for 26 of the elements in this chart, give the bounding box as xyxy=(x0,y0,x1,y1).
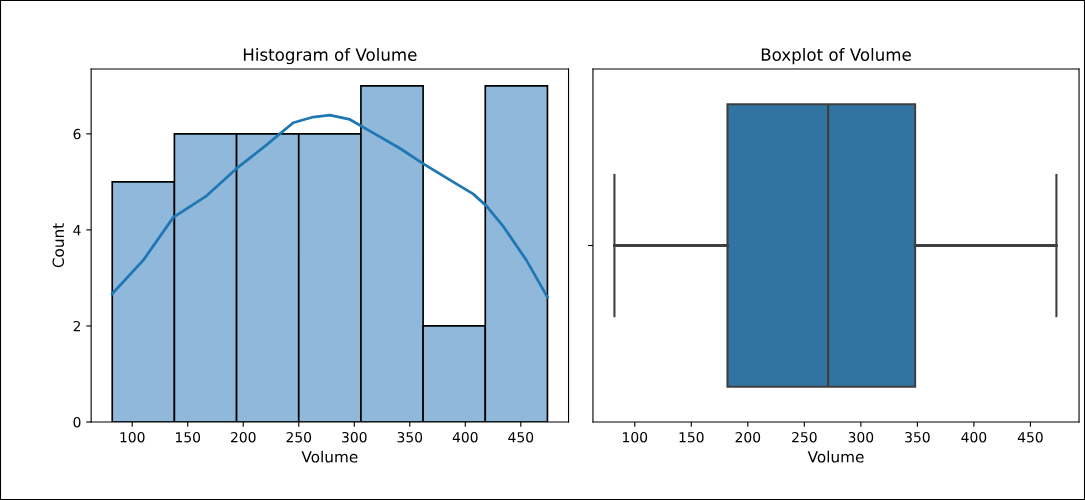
x-tick-label: 450 xyxy=(508,431,534,443)
x-tick-label: 200 xyxy=(735,431,761,443)
x-tick-label: 150 xyxy=(679,431,704,443)
y-tick-label: 6 xyxy=(73,128,81,140)
x-tick-label: 250 xyxy=(286,431,312,443)
chart-title: Boxplot of Volume xyxy=(761,48,911,65)
x-tick-label: 450 xyxy=(1017,431,1043,443)
x-tick-label: 250 xyxy=(792,431,817,443)
x-tick-label: 300 xyxy=(848,431,874,443)
x-tick-label: 400 xyxy=(961,431,987,443)
x-tick-label: 350 xyxy=(397,431,423,443)
x-axis-title: Volume xyxy=(807,450,864,463)
x-tick-label: 100 xyxy=(120,431,145,443)
x-tick-label: 350 xyxy=(905,431,930,443)
line-series xyxy=(110,113,549,299)
y-tick-label: 0 xyxy=(73,416,81,428)
y-tick-label: 2 xyxy=(73,320,81,332)
y-tick-label: 4 xyxy=(73,225,81,236)
chart-title: Histogram of Volume xyxy=(243,48,417,65)
y-axis-title: Count xyxy=(52,223,65,268)
x-tick-label: 300 xyxy=(342,431,367,443)
x-tick-label: 100 xyxy=(623,431,648,443)
x-tick-label: 200 xyxy=(231,431,256,443)
x-axis-title: Volume xyxy=(301,450,358,463)
x-tick-label: 400 xyxy=(452,431,478,443)
x-tick-label: 150 xyxy=(176,431,201,443)
